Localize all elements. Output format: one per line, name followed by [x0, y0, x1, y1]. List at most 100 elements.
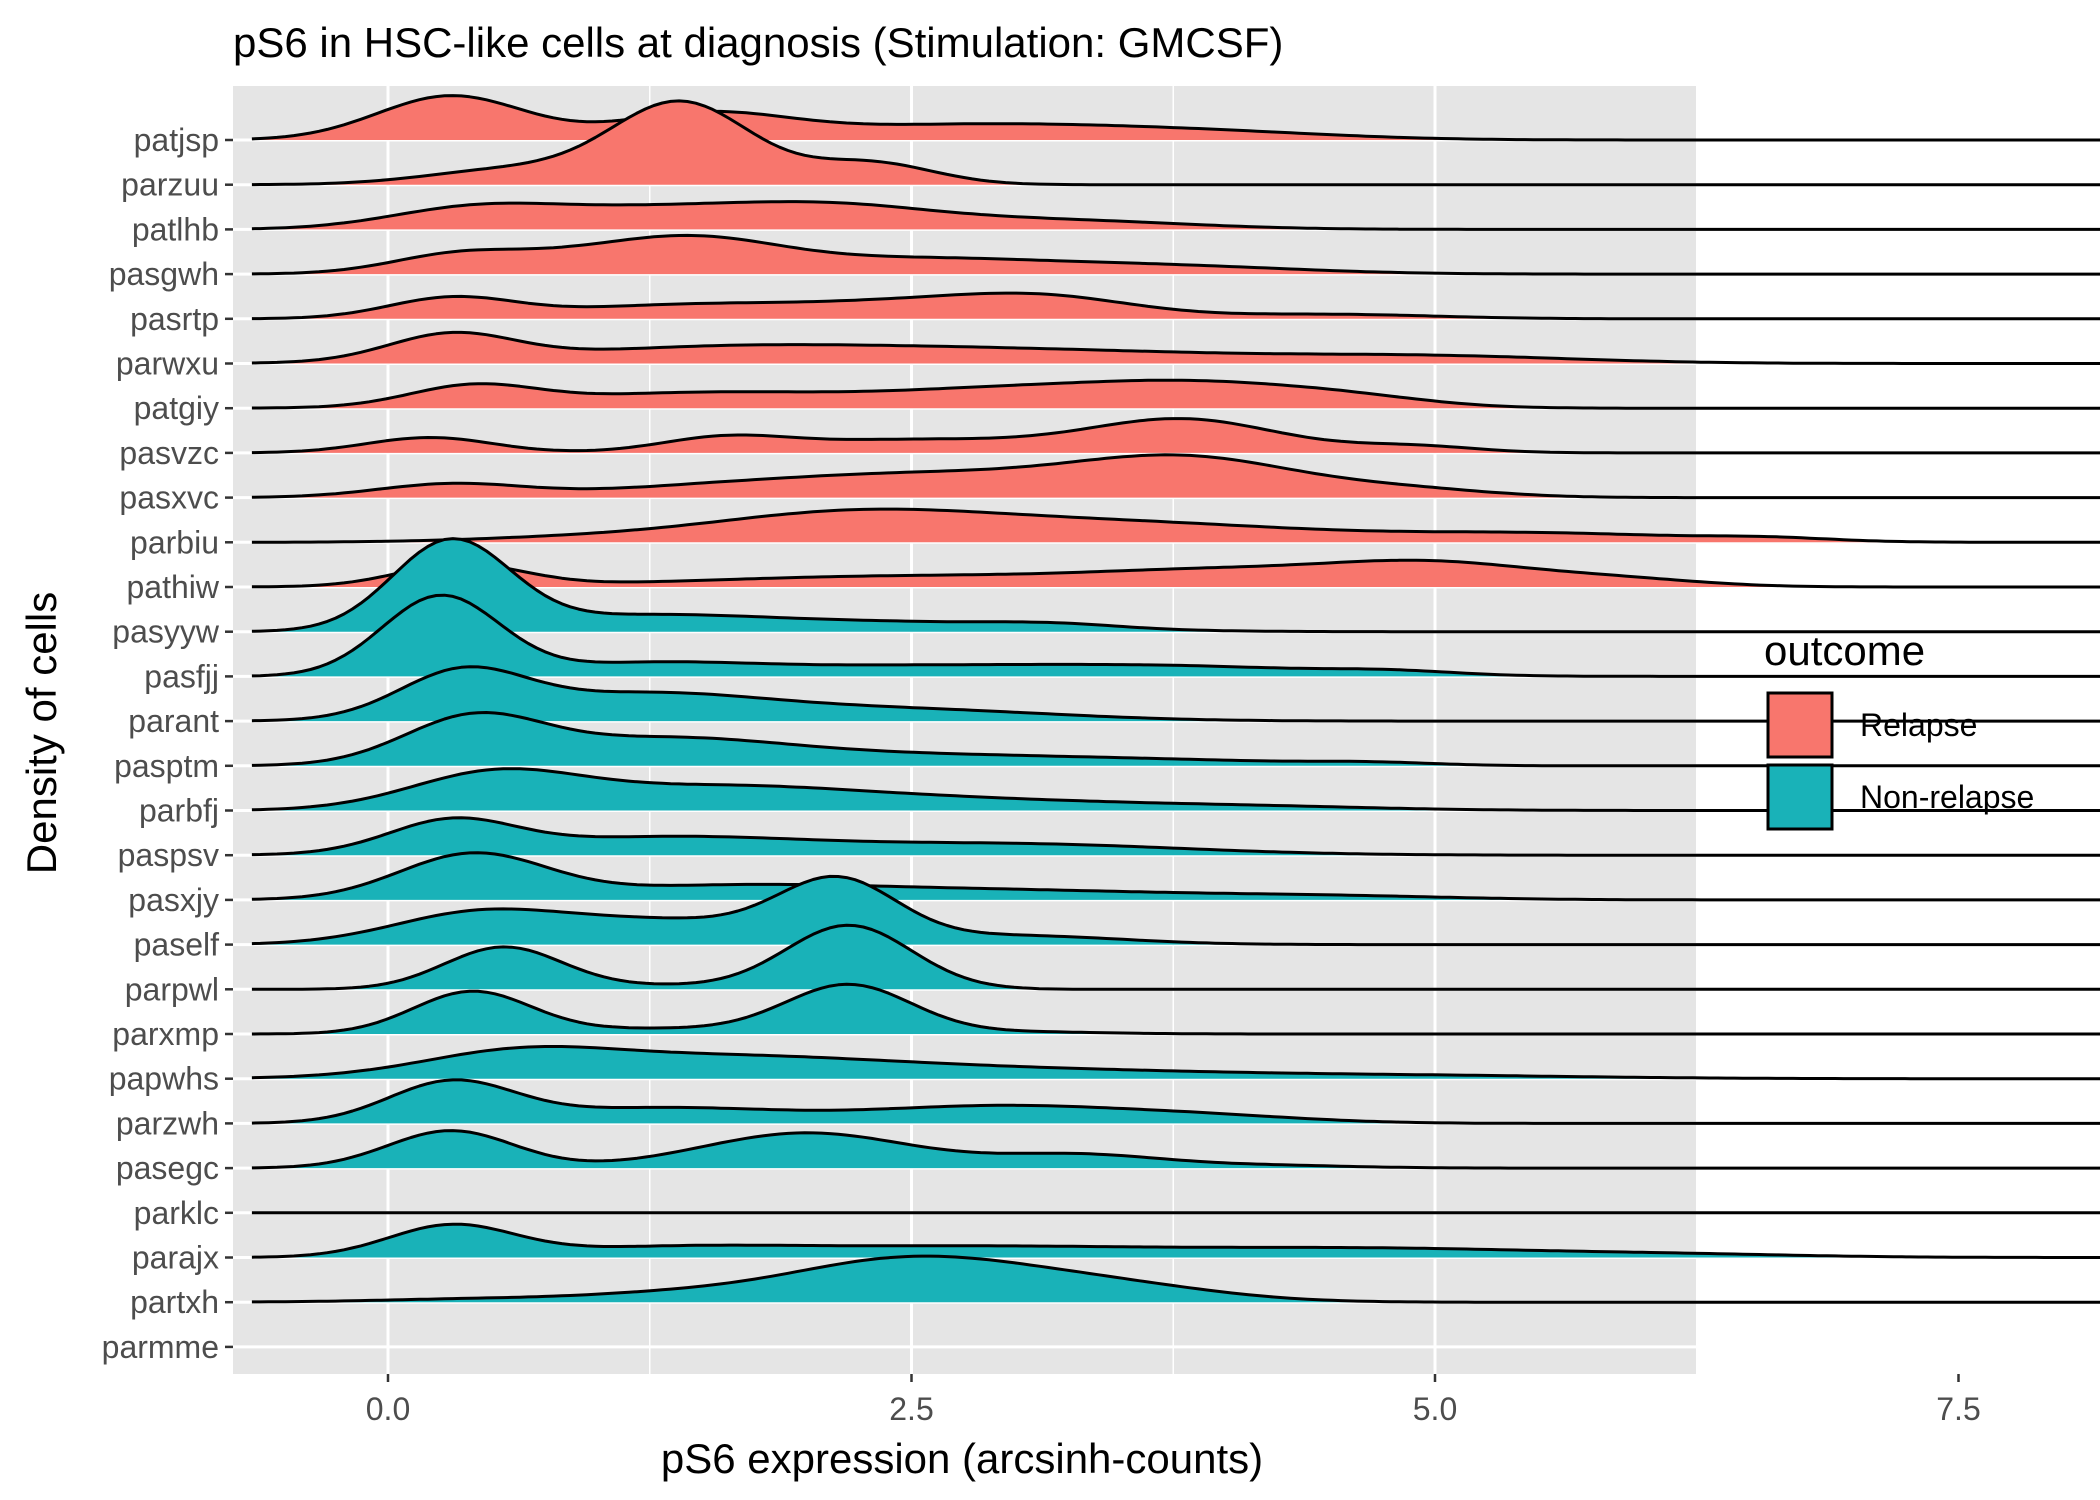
y-tick-label: parxmp [112, 1016, 219, 1052]
ridge-fill-parbfj [251, 768, 2100, 811]
ridge-pasrtp [251, 291, 2100, 321]
ridge-line-parzwh [251, 1078, 2100, 1125]
ridge-fill-patgiy [251, 380, 2100, 409]
ridge-pathiw [251, 558, 2100, 589]
ridge-fill-pasptm [251, 712, 2100, 766]
ridge-line-pasegc [251, 1129, 2100, 1170]
ridge-fill-partxh [251, 1256, 2100, 1303]
ridge-line-pasxvc [251, 453, 2100, 500]
ridge-parxmp [251, 982, 2100, 1036]
ridge-fill-parpwl [251, 925, 2100, 990]
y-tick-label: pasrtp [130, 301, 219, 337]
ridge-line-parajx [251, 1222, 2100, 1259]
ridge-fill-pasrtp [251, 293, 2100, 319]
ridge-papwhs [251, 1045, 2100, 1081]
ridge-line-pasrtp [251, 291, 2100, 321]
y-tick-label: pasvzc [119, 435, 219, 471]
ridge-paspsv [251, 816, 2100, 857]
y-tick-label: parbfj [139, 793, 219, 829]
y-tick-label: parzuu [121, 167, 219, 203]
legend-key-relapse [1766, 691, 1834, 759]
ridge-fill-pasfjj [251, 595, 2100, 677]
ridge-parbfj [251, 767, 2100, 812]
ridge-line-paself [251, 874, 2100, 947]
y-tick-label: parpwl [125, 971, 219, 1007]
ridge-pasgwh [251, 233, 2100, 276]
ridge-fill-pasxjy [251, 852, 2100, 900]
y-tick-label: pasyyw [112, 614, 220, 650]
ridge-line-papwhs [251, 1045, 2100, 1081]
ridge-pasxjy [251, 851, 2100, 902]
ridge-fill-paself [251, 876, 2100, 945]
x-tick-label: 2.5 [889, 1391, 933, 1427]
ridge-fill-pasgwh [251, 235, 2100, 275]
ridge-line-partxh [251, 1254, 2100, 1304]
ridge-pasxvc [251, 453, 2100, 500]
ridge-line-patlhb [251, 200, 2100, 231]
ridge-fill-parbiu [251, 509, 2100, 543]
y-tick-label: patjsp [134, 122, 219, 158]
y-tick-label: parwxu [116, 346, 219, 382]
ridge-line-parant [251, 665, 2100, 723]
y-tick-label: partxh [130, 1284, 219, 1320]
ridge-fill-paspsv [251, 817, 2100, 856]
legend-label: Relapse [1860, 707, 1977, 743]
ridge-pasptm [251, 711, 2100, 768]
ridge-line-pasgwh [251, 233, 2100, 276]
ridge-pasvzc [251, 417, 2100, 455]
ridge-pasfjj [251, 593, 2100, 678]
y-tick-label: parant [128, 703, 219, 739]
ridge-line-pasvzc [251, 417, 2100, 455]
y-tick-label: pasfjj [144, 658, 219, 694]
ridge-line-paspsv [251, 816, 2100, 857]
ridge-parpwl [251, 923, 2100, 991]
ridge-fill-parxmp [251, 984, 2100, 1034]
x-axis: 0.0 2.5 5.0 7.5 [366, 1374, 1981, 1427]
chart-title: pS6 in HSC-like cells at diagnosis (Stim… [233, 19, 1283, 66]
y-tick-label: paspsv [118, 837, 219, 873]
ridge-line-parwxu [251, 330, 2100, 365]
y-tick-label: parzwh [116, 1105, 219, 1141]
ridge-line-parbfj [251, 767, 2100, 812]
legend-label: Non-relapse [1860, 779, 2034, 815]
y-tick-label: pathiw [127, 569, 220, 605]
ridge-parzwh [251, 1078, 2100, 1125]
ridge-parant [251, 665, 2100, 723]
ridge-parzuu [251, 99, 2100, 187]
ridge-line-pasxjy [251, 851, 2100, 902]
y-tick-label: parajx [132, 1240, 219, 1276]
ridge-fill-pasvzc [251, 418, 2100, 453]
ridge-line-parzuu [251, 99, 2100, 187]
ridge-parwxu [251, 330, 2100, 365]
x-axis-title: pS6 expression (arcsinh-counts) [661, 1435, 1263, 1482]
y-tick-label: papwhs [109, 1061, 219, 1097]
y-tick-label: pasxvc [119, 480, 219, 516]
ridge-fill-parzwh [251, 1079, 2100, 1124]
ridge-fill-pasxvc [251, 454, 2100, 498]
ridge-fill-pasegc [251, 1130, 2100, 1169]
y-tick-label: pasgwh [109, 256, 219, 292]
y-tick-label: parklc [134, 1195, 219, 1231]
ridge-fill-patlhb [251, 201, 2100, 230]
ridge-patgiy [251, 378, 2100, 410]
y-tick-label: paself [134, 927, 220, 963]
x-tick-label: 5.0 [1413, 1391, 1457, 1427]
y-tick-label: parbiu [130, 524, 219, 560]
ridge-line-parpwl [251, 923, 2100, 991]
ridge-fill-parwxu [251, 332, 2100, 364]
ridge-partxh [251, 1254, 2100, 1304]
ridge-paself [251, 874, 2100, 947]
ridge-line-patgiy [251, 378, 2100, 410]
ridge-fill-parant [251, 666, 2100, 722]
y-tick-label: pasptm [114, 748, 219, 784]
legend-key-non-relapse [1766, 763, 1834, 831]
ridge-parajx [251, 1222, 2100, 1259]
y-tick-label: pasxjy [128, 882, 219, 918]
x-tick-label: 0.0 [366, 1391, 410, 1427]
ridge-line-pasyyw [251, 537, 2100, 634]
ridges-layer [251, 94, 2100, 1304]
x-tick-label: 7.5 [1936, 1391, 1980, 1427]
legend: outcome Relapse Non-relapse [1764, 627, 2034, 831]
